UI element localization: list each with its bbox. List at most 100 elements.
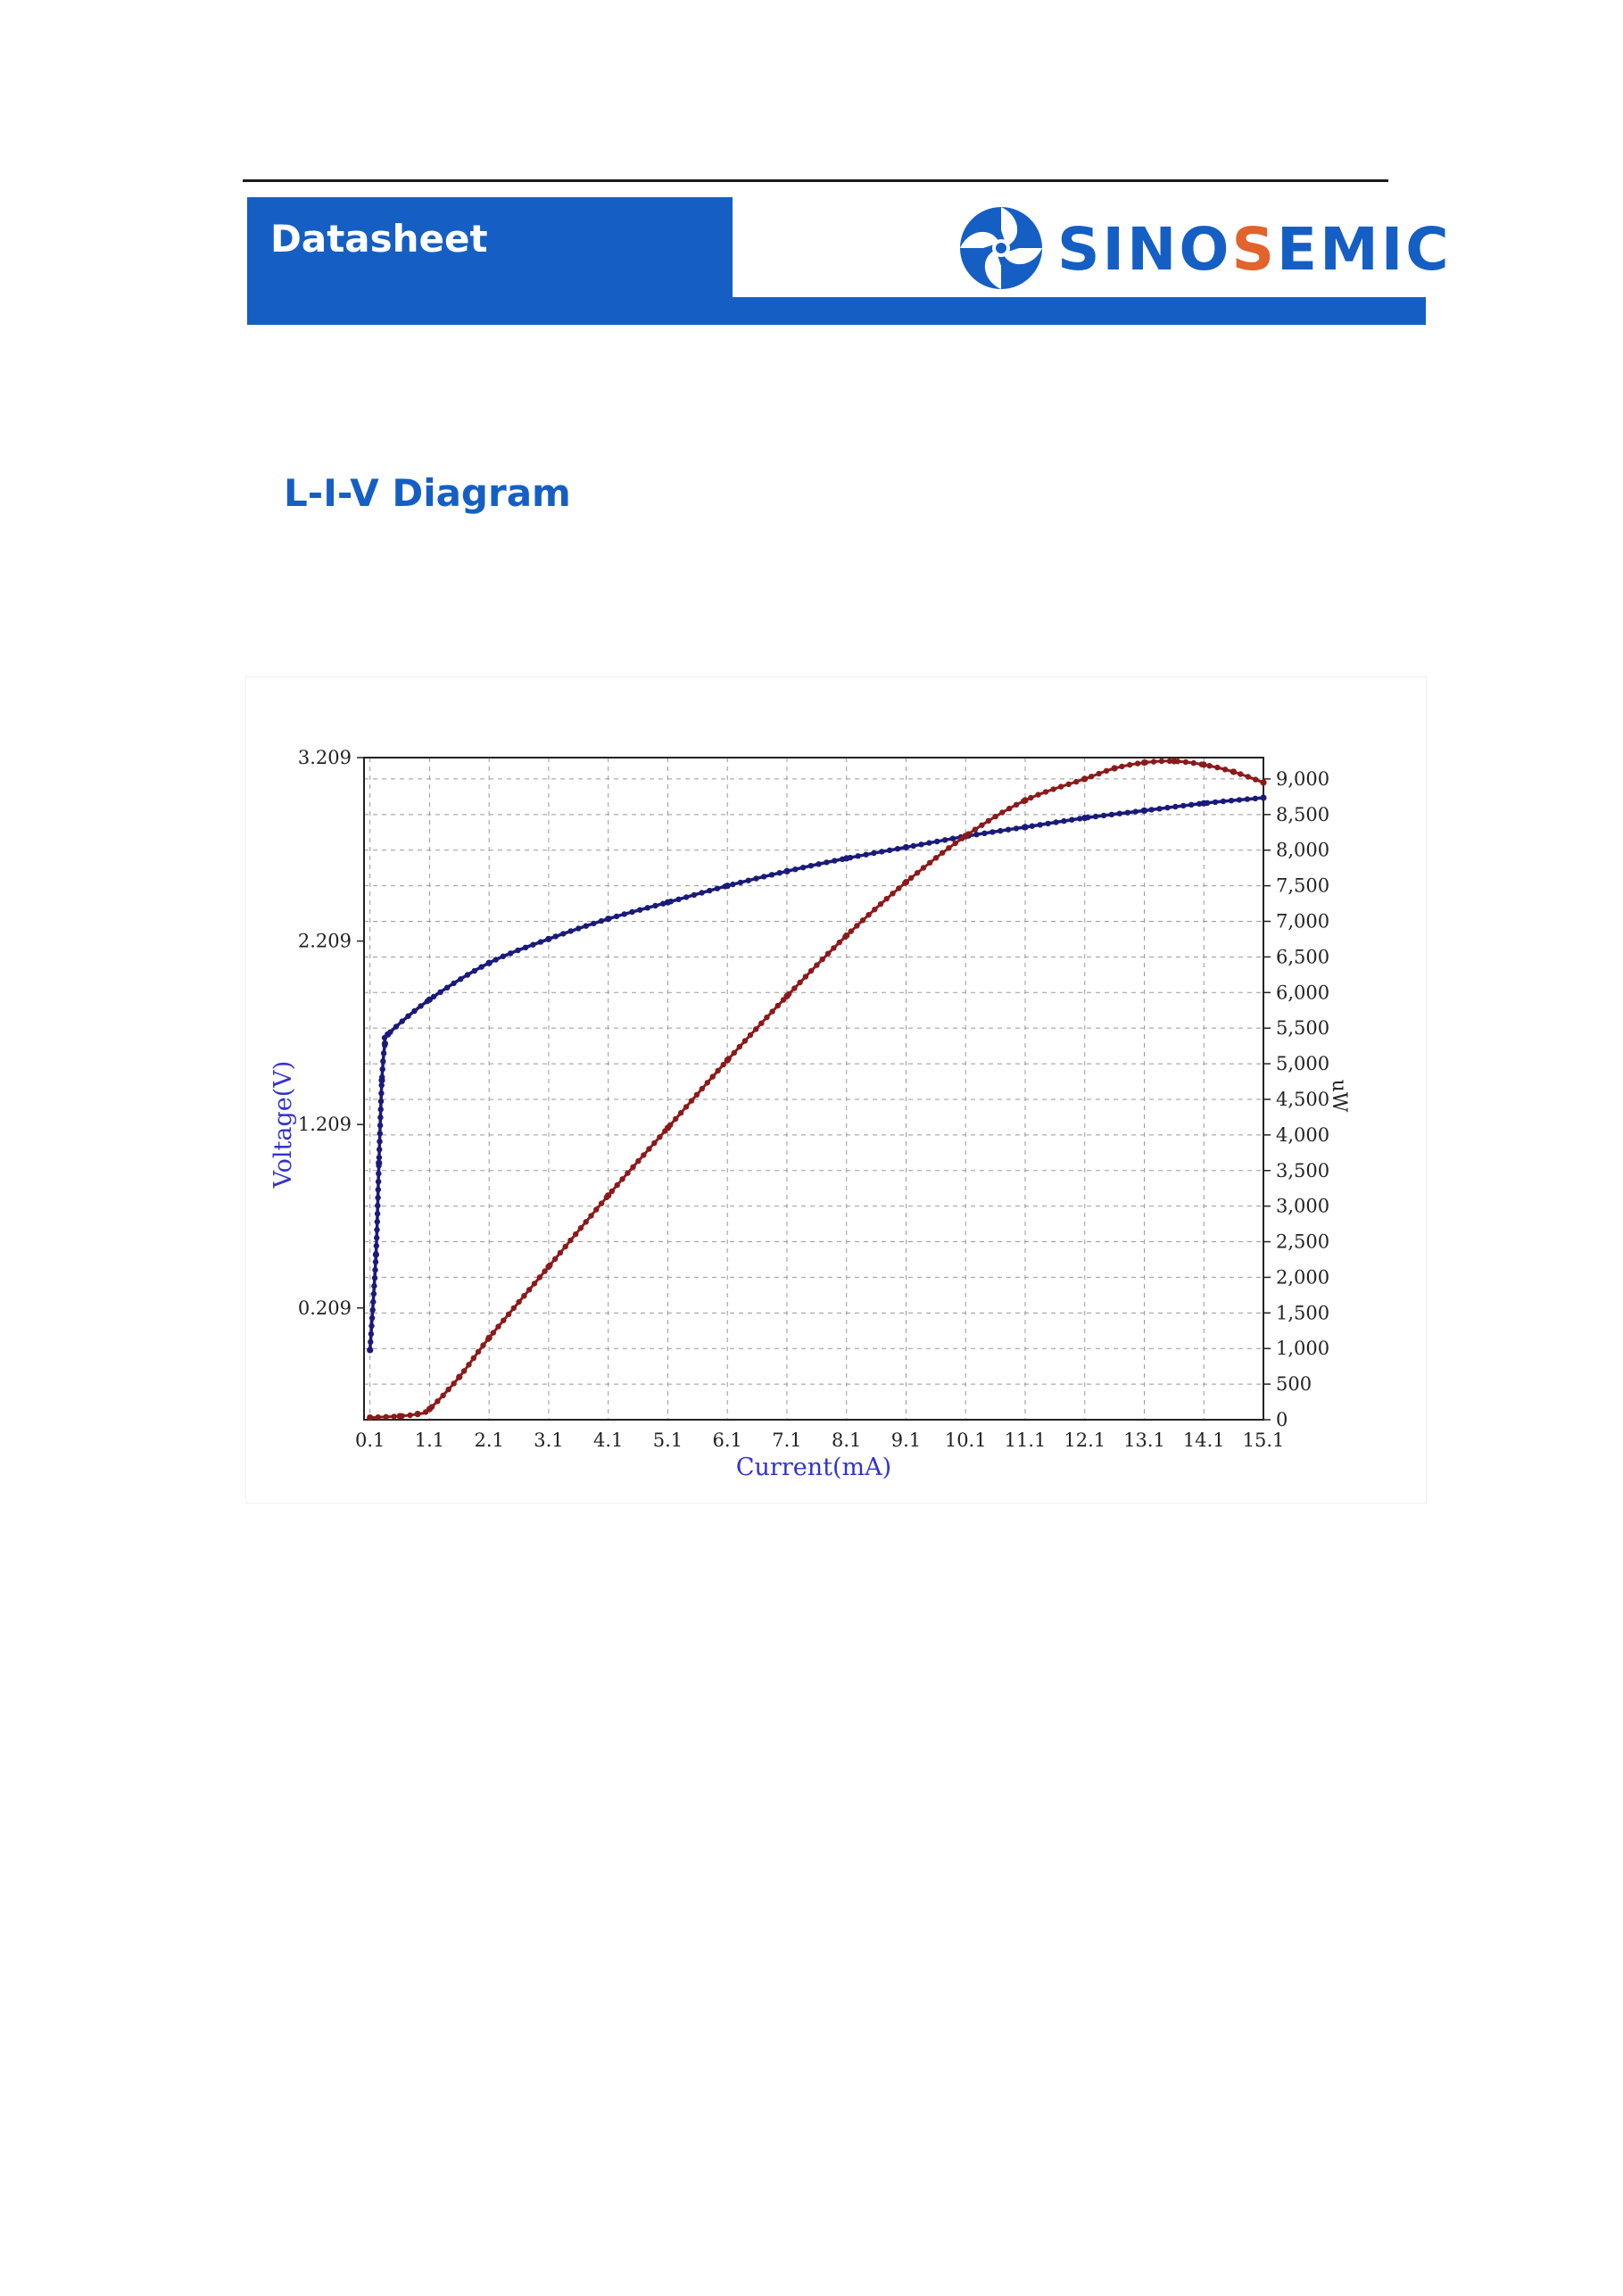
power-point: [999, 809, 1006, 816]
power-point: [407, 1412, 413, 1419]
power-point: [460, 1368, 468, 1374]
power-point: [985, 817, 992, 824]
power-point: [510, 1305, 517, 1312]
voltage-point: [1188, 801, 1195, 808]
voltage-point: [886, 847, 893, 853]
power-data-point: [1260, 779, 1267, 786]
power-point: [940, 850, 946, 856]
y-right-tick-label: 7,000: [1276, 911, 1329, 932]
y-right-tick-label: 7,500: [1276, 875, 1329, 897]
voltage-data-point: [1081, 815, 1089, 822]
power-data-point: [783, 992, 791, 999]
power-point: [731, 1049, 737, 1056]
y-right-tick-label: 4,500: [1276, 1089, 1329, 1110]
power-point: [819, 956, 825, 963]
voltage-point: [1077, 816, 1083, 822]
power-point: [1096, 770, 1102, 777]
chart-frame: 0.1 1.1 2.1 3.1 4.1 5.1 6.1 7.1 8.1 9.1 10.1 11.1 12…: [245, 676, 1427, 1504]
power-point: [688, 1098, 695, 1104]
power-data-point: [1140, 759, 1148, 767]
power-point: [1119, 763, 1125, 770]
voltage-data-point: [1022, 824, 1029, 831]
voltage-point: [1069, 816, 1075, 823]
power-point: [709, 1073, 716, 1080]
voltage-point: [393, 1024, 400, 1030]
y-axis-right-label: uW: [1328, 1080, 1350, 1113]
pinwheel-logo-icon: [960, 207, 1042, 289]
voltage-point: [372, 1258, 379, 1265]
voltage-point: [380, 1058, 386, 1065]
y-right-tick-label: 8,500: [1276, 804, 1329, 825]
power-point: [693, 1091, 700, 1098]
voltage-point: [371, 1282, 377, 1289]
voltage-point: [464, 972, 471, 978]
y-left-tick-label: 1.209: [298, 1114, 352, 1135]
power-point: [831, 945, 837, 951]
voltage-point: [370, 1298, 377, 1305]
voltage-point: [369, 1306, 376, 1314]
power-point: [375, 1414, 381, 1421]
plot-border: [363, 757, 1264, 1421]
power-point: [657, 1134, 663, 1140]
voltage-point: [591, 920, 597, 927]
voltage-point: [1164, 804, 1171, 811]
power-point: [1050, 786, 1056, 792]
power-point: [480, 1342, 486, 1348]
voltage-point: [500, 953, 507, 959]
voltage-point: [377, 1123, 384, 1129]
power-point: [1238, 771, 1244, 777]
voltage-data-point: [724, 883, 731, 890]
power-point: [1214, 764, 1221, 771]
power-point: [791, 985, 798, 991]
voltage-point: [583, 923, 589, 929]
power-point: [802, 974, 809, 980]
voltage-point: [926, 840, 932, 846]
power-point: [619, 1176, 625, 1182]
voltage-point: [1045, 820, 1051, 827]
brand-part-2: S: [1231, 215, 1277, 284]
voltage-data-point: [545, 935, 552, 942]
power-point: [1134, 760, 1141, 767]
power-data-point: [396, 1413, 403, 1420]
x-tick-label: 12.1: [1064, 1430, 1105, 1451]
voltage-point: [761, 874, 767, 880]
voltage-point: [1053, 819, 1059, 825]
y-right-tick-label: 5,000: [1276, 1053, 1329, 1074]
voltage-point: [376, 1171, 382, 1177]
voltage-point: [629, 908, 635, 916]
voltage-point: [471, 967, 477, 974]
power-point: [516, 1298, 522, 1305]
voltage-data-point: [426, 996, 433, 1003]
y-right-tick-label: 3,500: [1276, 1160, 1329, 1181]
voltage-point: [799, 865, 807, 871]
x-tick-label: 7.1: [772, 1430, 801, 1451]
power-point: [1103, 767, 1110, 774]
power-point: [583, 1219, 589, 1225]
y-axis-left-label: Voltage(V): [269, 1061, 297, 1189]
power-point: [1127, 761, 1133, 768]
voltage-point: [1061, 817, 1067, 825]
x-tick-label: 4.1: [593, 1430, 623, 1451]
power-point: [824, 950, 832, 957]
voltage-point: [522, 944, 529, 950]
voltage-data-point: [367, 1347, 374, 1354]
power-point: [877, 901, 884, 908]
power-point: [383, 1413, 389, 1420]
power-point: [854, 923, 860, 929]
power-point: [914, 870, 921, 876]
y-right-tick-label: 2,500: [1276, 1231, 1329, 1253]
power-point: [814, 962, 820, 968]
voltage-point: [376, 1155, 383, 1161]
power-data-point: [605, 1192, 612, 1199]
voltage-point: [1124, 809, 1130, 816]
x-tick-label: 0.1: [355, 1430, 385, 1451]
x-tick-label: 15.1: [1243, 1430, 1285, 1451]
power-point: [466, 1362, 472, 1368]
power-point: [593, 1206, 600, 1213]
voltage-point: [374, 1234, 380, 1241]
voltage-point: [377, 1115, 384, 1121]
power-point: [1013, 801, 1020, 808]
voltage-point: [1029, 823, 1035, 829]
x-axis-label: Current(mA): [736, 1454, 891, 1481]
voltage-point: [399, 1018, 405, 1024]
